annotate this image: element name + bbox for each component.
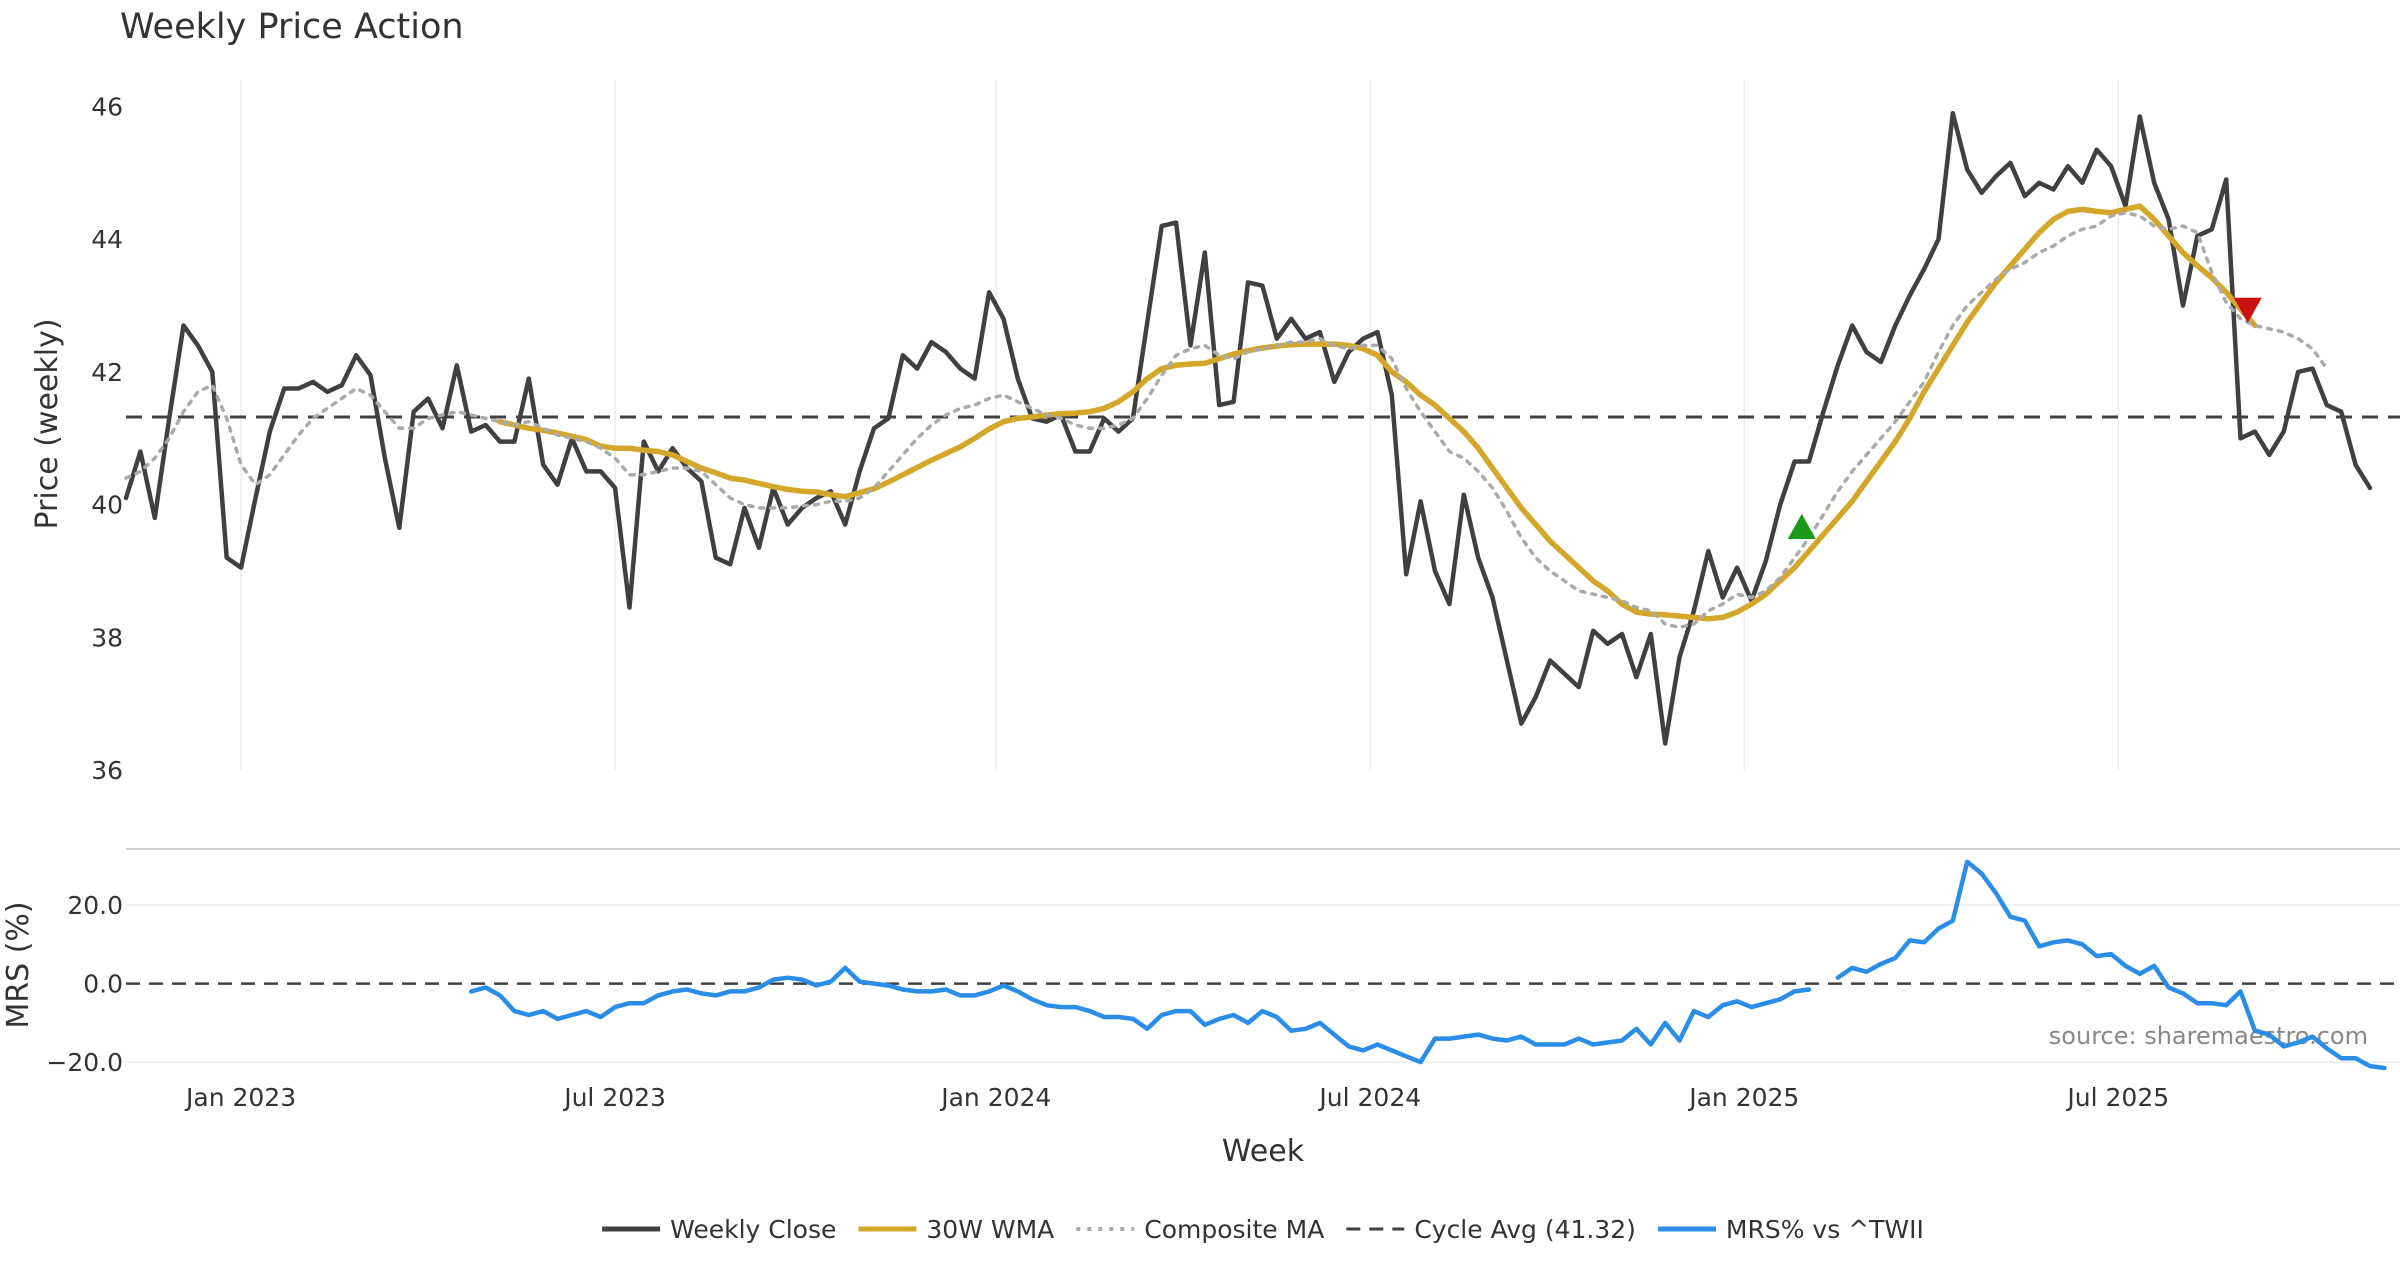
price-y-tick-label: 36: [91, 756, 123, 785]
buy-signal-marker: [1787, 513, 1816, 540]
x-tick-label: Jan 2024: [939, 1083, 1051, 1112]
legend-label-close: Weekly Close: [670, 1215, 836, 1244]
mrs-y-tick-label: −20.0: [46, 1048, 123, 1077]
x-tick-label: Jan 2023: [184, 1083, 296, 1112]
price-y-tick-label: 42: [91, 358, 123, 387]
x-axis-title: Week: [1222, 1134, 1305, 1169]
legend-label-mrs: MRS% vs ^TWII: [1726, 1215, 1924, 1244]
price-y-tick-label: 44: [91, 225, 123, 254]
weekly-close-line: [123, 110, 2373, 746]
x-tick-label: Jul 2023: [562, 1083, 666, 1112]
price-y-tick-label: 40: [91, 491, 123, 520]
mrs-y-tick-label: 20.0: [67, 891, 123, 920]
sell-signal-marker: [2233, 297, 2262, 323]
price-y-tick-label: 46: [91, 93, 123, 122]
legend-label-wma: 30W WMA: [926, 1215, 1054, 1244]
legend: Weekly Close 30W WMA Composite MA Cycle Avg…: [602, 1215, 1924, 1244]
composite-ma-line: [124, 210, 2329, 630]
x-tick-label: Jul 2024: [1317, 1083, 1421, 1112]
price-axis-title: Price (weekly): [30, 318, 65, 529]
legend-label-composite: Composite MA: [1144, 1215, 1324, 1244]
wma-30w-line: [497, 203, 2258, 622]
x-tick-label: Jul 2025: [2065, 1083, 2169, 1112]
mrs-y-tick-label: 0.0: [83, 970, 123, 999]
mrs-line: [468, 859, 2387, 1071]
mrs-axis-title: MRS (%): [1, 901, 36, 1028]
plot-layer: 36 38 40 42 44 46 −20.0 0.0 20.0 Jan 2023 Jul 2023…: [46, 80, 2400, 1112]
chart-title: Weekly Price Action: [120, 7, 464, 47]
x-tick-label: Jan 2025: [1687, 1083, 1799, 1112]
legend-label-cycle: Cycle Avg (41.32): [1414, 1215, 1636, 1244]
price-y-tick-label: 38: [91, 623, 123, 652]
